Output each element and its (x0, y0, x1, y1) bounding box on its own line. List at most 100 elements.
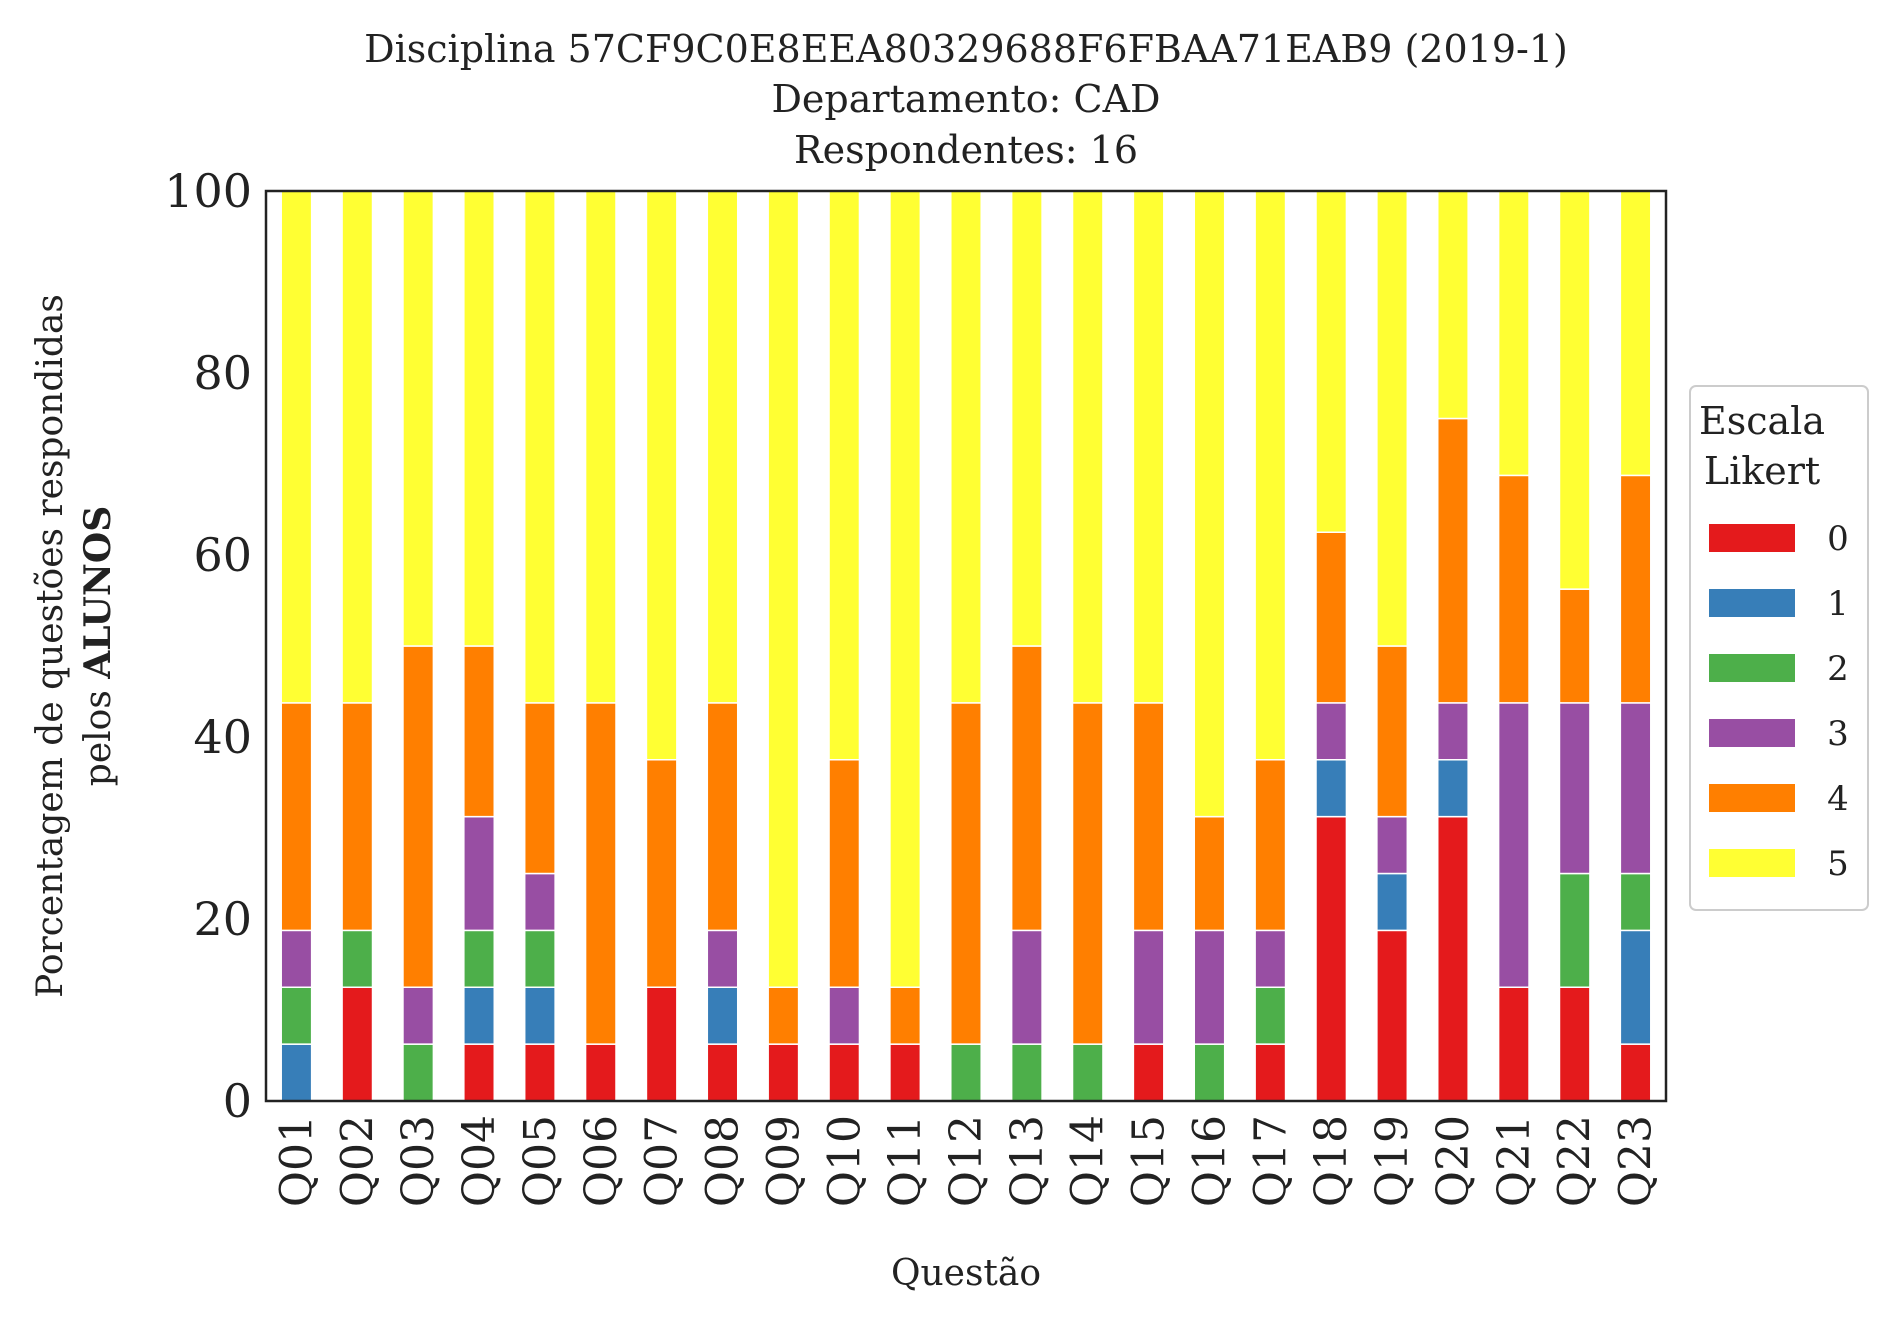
bar-q12-level-2 (950, 1043, 982, 1102)
bar-q02-level-5 (341, 190, 374, 704)
bar-q17-level-2 (1254, 986, 1287, 1045)
bar-q14-level-5 (1071, 190, 1104, 704)
bar-q22-level-2 (1558, 872, 1591, 988)
x-tick-label: Q18 (1306, 1115, 1357, 1207)
bar-q23-level-0 (1619, 1043, 1652, 1102)
bar-q13-level-2 (1010, 1043, 1043, 1102)
bar-q08-level-4 (706, 702, 739, 932)
bar-q15-level-3 (1132, 929, 1165, 1045)
bar-q03-level-5 (402, 190, 435, 647)
y-axis-label-2: pelos ALUNOS (77, 506, 119, 786)
bar-q23-level-1 (1619, 929, 1652, 1045)
bar-q11-level-4 (889, 986, 922, 1045)
bar-q19-level-3 (1376, 815, 1409, 875)
bar-q11-level-5 (889, 190, 922, 988)
x-tick-label: Q07 (637, 1115, 688, 1207)
bar-q07-level-0 (645, 986, 678, 1102)
bar-q12-level-5 (950, 190, 982, 704)
legend-swatch-3 (1709, 719, 1795, 747)
bar-q18-level-5 (1315, 190, 1348, 533)
x-ticks: Q01 Q02 Q03 Q04 Q05 Q06 Q07 Q08 Q09 Q10 Q11 Q12 Q13 Q… (271, 1115, 1661, 1207)
x-tick-label: Q23 (1611, 1115, 1662, 1207)
x-tick-label: Q09 (758, 1115, 809, 1207)
bar-q18-level-0 (1315, 815, 1348, 1102)
bar-q21-level-0 (1497, 986, 1530, 1102)
legend-label-5: 5 (1827, 844, 1849, 884)
title-line-3: Respondentes: 16 (794, 128, 1138, 172)
bar-q05-level-1 (523, 986, 556, 1045)
bar-q23-level-4 (1619, 474, 1652, 704)
x-tick-label: Q02 (332, 1115, 383, 1207)
bar-q07-level-4 (645, 759, 678, 988)
x-tick-label: Q16 (1184, 1115, 1235, 1207)
bar-q04-level-1 (463, 986, 496, 1045)
bar-q20-level-3 (1436, 702, 1469, 761)
bar-q13-level-3 (1010, 929, 1043, 1045)
bar-q20-level-4 (1436, 417, 1469, 704)
x-tick-label: Q14 (1063, 1115, 1114, 1207)
bar-q08-level-0 (706, 1043, 739, 1102)
x-tick-label: Q22 (1550, 1115, 1601, 1207)
bar-q04-level-2 (463, 929, 496, 989)
bar-q19-level-1 (1376, 872, 1409, 932)
bar-q20-level-5 (1436, 190, 1469, 420)
x-tick-label: Q01 (271, 1115, 322, 1207)
x-tick-label: Q21 (1489, 1115, 1540, 1207)
bar-q23-level-2 (1619, 872, 1652, 932)
bar-q06-level-0 (584, 1043, 617, 1102)
plot-frame (264, 189, 1668, 1103)
bar-q13-level-4 (1010, 645, 1043, 932)
bar-q05-level-5 (523, 190, 556, 704)
x-tick-label: Q20 (1428, 1115, 1479, 1207)
bar-q17-level-4 (1254, 759, 1287, 932)
bar-q06-level-5 (584, 190, 617, 704)
bar-q01-level-3 (280, 929, 313, 989)
bar-q18-level-3 (1315, 702, 1348, 761)
bar-q19-level-5 (1376, 190, 1409, 647)
title-line-2: Departamento: CAD (771, 77, 1160, 121)
bar-q01-level-5 (280, 190, 313, 704)
bar-q04-level-0 (463, 1043, 496, 1102)
bar-q16-level-3 (1193, 929, 1226, 1045)
bar-q16-level-2 (1193, 1043, 1226, 1102)
bar-q15-level-0 (1132, 1043, 1165, 1102)
bar-q06-level-4 (584, 702, 617, 1045)
y-tick-label: 0 (223, 1074, 252, 1128)
y-axis-label-prefix: pelos (78, 679, 119, 786)
legend-label-4: 4 (1827, 779, 1849, 819)
y-axis-label-bold: ALUNOS (77, 506, 119, 680)
x-tick-label: Q19 (1367, 1115, 1418, 1207)
bar-q07-level-5 (645, 190, 678, 761)
bar-q03-level-3 (402, 986, 435, 1045)
bar-q04-level-4 (463, 645, 496, 818)
bar-q22-level-3 (1558, 702, 1591, 875)
legend-swatch-1 (1709, 589, 1795, 617)
x-tick-label: Q13 (1002, 1115, 1053, 1207)
bar-q16-level-4 (1193, 815, 1226, 932)
x-axis-label: Questão (891, 1253, 1041, 1294)
bar-q05-level-2 (523, 929, 556, 989)
bar-q21-level-5 (1497, 190, 1530, 477)
bar-q17-level-0 (1254, 1043, 1287, 1102)
bar-q15-level-5 (1132, 190, 1165, 704)
x-tick-label: Q04 (454, 1115, 505, 1207)
bar-q02-level-2 (341, 929, 374, 989)
legend-title-line-1: Escala (1699, 399, 1825, 443)
bar-q20-level-1 (1436, 759, 1469, 818)
legend-label-1: 1 (1827, 584, 1849, 624)
legend-items: 0 1 2 3 4 5 (1709, 519, 1849, 884)
bar-q04-level-5 (463, 190, 496, 647)
y-tick-label: 40 (193, 710, 252, 764)
bar-q17-level-3 (1254, 929, 1287, 989)
bar-q23-level-3 (1619, 702, 1652, 875)
bar-q02-level-4 (341, 702, 374, 932)
y-axis-label: Porcentagem de questões respondidas (30, 294, 71, 998)
y-ticks: 0 20 40 60 80 100 (164, 164, 252, 1128)
legend-label-0: 0 (1827, 519, 1849, 559)
x-tick-label: Q03 (393, 1115, 444, 1207)
x-tick-label: Q06 (576, 1115, 627, 1207)
bar-q09-level-0 (767, 1043, 800, 1102)
bar-q08-level-5 (706, 190, 739, 704)
bar-q03-level-4 (402, 645, 435, 988)
